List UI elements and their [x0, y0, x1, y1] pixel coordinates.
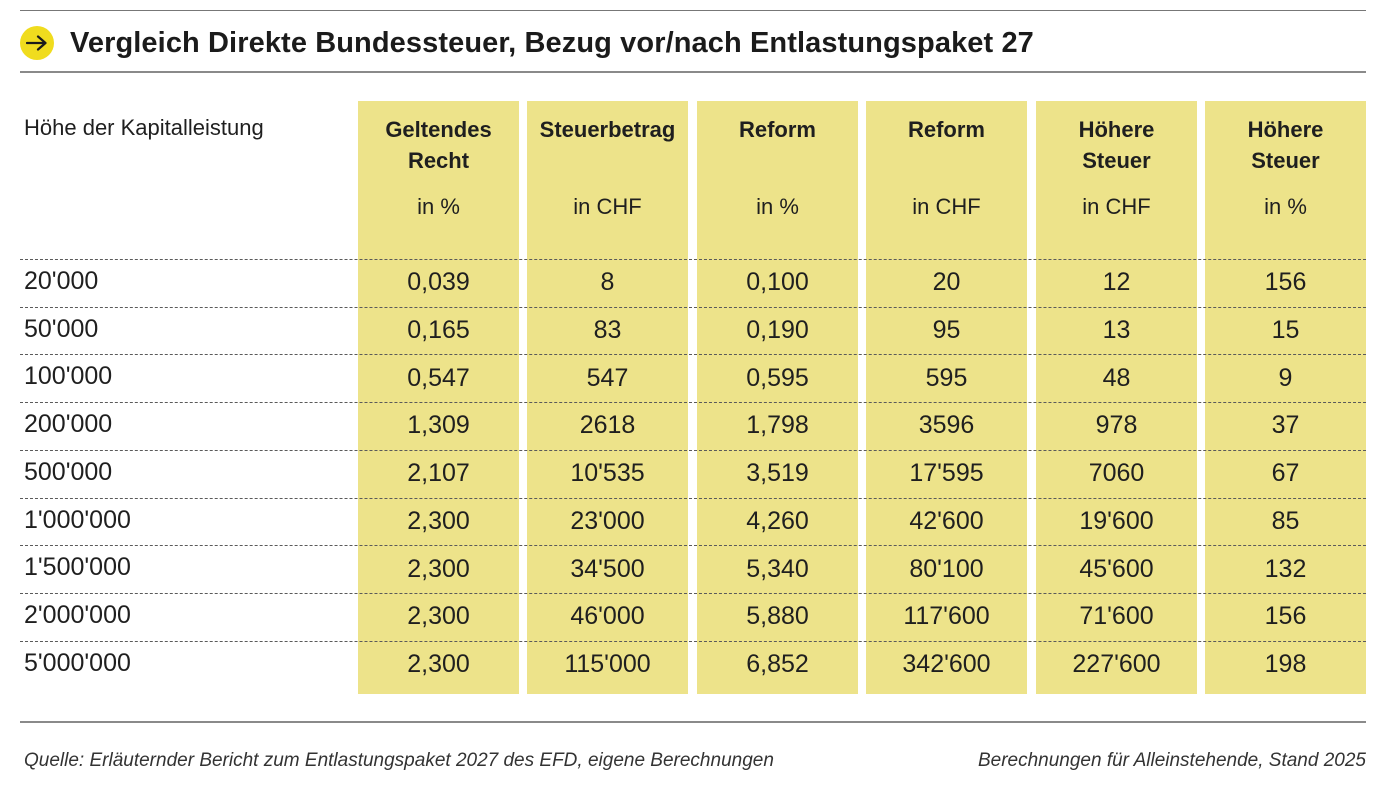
table-cell: 20 — [932, 268, 961, 297]
table-cell: 227'600 — [1072, 649, 1161, 678]
table-cell: 342'600 — [902, 649, 991, 678]
column-background — [358, 101, 519, 694]
table-cell: 23'000 — [570, 506, 645, 535]
row-label: 20'000 — [24, 267, 99, 295]
table-cell: 2,107 — [407, 459, 470, 488]
column-background — [697, 101, 858, 694]
column-background — [866, 101, 1027, 694]
table-cell: 117'600 — [903, 602, 990, 631]
arrow-right-icon — [20, 26, 54, 60]
row-divider — [20, 449, 1366, 451]
table-cell: 13 — [1102, 316, 1131, 345]
row-label: 50'000 — [24, 314, 99, 343]
table-cell: 2,300 — [407, 649, 470, 678]
table-cell: 12 — [1102, 268, 1131, 297]
column-background — [1205, 101, 1366, 694]
column-header: Reform — [907, 117, 985, 142]
row-divider — [20, 497, 1366, 499]
table-cell: 71'600 — [1079, 602, 1154, 631]
table-cell: 95 — [932, 316, 961, 345]
table-cell: 42'600 — [909, 506, 984, 535]
table-cell: 5,880 — [746, 602, 809, 631]
table-cell: 34'500 — [570, 554, 645, 583]
row-label: 2'000'000 — [24, 600, 131, 629]
column-unit: in % — [1264, 194, 1307, 219]
column-unit: in CHF — [1082, 194, 1151, 219]
table-cell: 0,100 — [746, 268, 809, 297]
bottom-rule — [20, 721, 1366, 723]
column-header: Reform — [738, 117, 816, 142]
column-background — [1036, 101, 1197, 694]
table-cell: 0,165 — [407, 316, 470, 345]
table-cell: 0,547 — [407, 363, 470, 392]
column-header: Steuerbetrag — [539, 117, 676, 142]
row-label: 1'000'000 — [24, 505, 131, 534]
row-label: 200'000 — [24, 410, 113, 439]
table-cell: 8 — [600, 268, 615, 297]
table-cell: 46'000 — [570, 602, 645, 631]
table-cell: 10'535 — [570, 459, 645, 488]
table-cell: 83 — [593, 316, 622, 345]
column-header: Höhere Steuer — [1078, 117, 1155, 173]
table-cell: 48 — [1102, 363, 1131, 392]
title-rule — [20, 71, 1366, 73]
column-unit: in CHF — [912, 194, 981, 219]
table-cell: 2618 — [579, 411, 636, 440]
table-cell: 156 — [1264, 268, 1307, 297]
title-bar: Vergleich Direkte Bundessteuer, Bezug vo… — [20, 22, 1034, 64]
column-background — [527, 101, 688, 694]
table-cell: 978 — [1095, 411, 1138, 440]
column-unit: in % — [417, 194, 460, 219]
row-label: 1'500'000 — [24, 553, 131, 582]
table-cell: 156 — [1264, 602, 1307, 631]
top-rule — [20, 10, 1366, 11]
row-header: Höhe der Kapitalleistung — [24, 115, 264, 140]
column-unit: in % — [756, 194, 799, 219]
row-divider — [20, 259, 1366, 260]
table-cell: 45'600 — [1079, 554, 1154, 583]
row-divider — [20, 640, 1366, 642]
table-cell: 115'000 — [564, 649, 651, 678]
column-header: Geltendes Recht — [385, 117, 492, 173]
table-cell: 3596 — [918, 411, 975, 440]
table-cell: 37 — [1271, 411, 1300, 440]
table-cell: 9 — [1278, 363, 1293, 392]
table-cell: 3,519 — [746, 459, 809, 488]
table-cell: 132 — [1264, 554, 1307, 583]
table-cell: 17'595 — [909, 459, 984, 488]
page-title: Vergleich Direkte Bundessteuer, Bezug vo… — [70, 26, 1034, 59]
table-cell: 5,340 — [746, 554, 809, 583]
row-divider — [20, 592, 1366, 594]
table-cell: 4,260 — [746, 506, 809, 535]
table-cell: 2,300 — [407, 506, 470, 535]
table-cell: 0,595 — [746, 363, 809, 392]
table-cell: 19'600 — [1079, 506, 1154, 535]
table-cell: 85 — [1271, 506, 1300, 535]
row-divider — [20, 354, 1366, 356]
row-label: 100'000 — [24, 362, 113, 391]
row-divider — [20, 306, 1366, 308]
row-label: 5'000'000 — [24, 648, 131, 677]
table-cell: 67 — [1271, 459, 1300, 488]
table-cell: 547 — [586, 363, 629, 392]
column-unit: in CHF — [573, 194, 642, 219]
table-cell: 198 — [1264, 649, 1307, 678]
table-cell: 2,300 — [407, 554, 470, 583]
table-cell: 80'100 — [909, 554, 984, 583]
column-header: Höhere Steuer — [1247, 117, 1324, 173]
table-cell: 0,190 — [746, 316, 809, 345]
row-divider — [20, 545, 1366, 547]
source-note: Quelle: Erläuternder Bericht zum Entlast… — [24, 750, 774, 771]
calculation-note: Berechnungen für Alleinstehende, Stand 2… — [977, 750, 1366, 771]
table-cell: 7060 — [1088, 459, 1145, 488]
table-cell: 1,798 — [746, 411, 809, 440]
table-cell: 595 — [925, 363, 968, 392]
table-cell: 15 — [1271, 316, 1300, 345]
table-cell: 0,039 — [407, 268, 470, 297]
table-cell: 6,852 — [746, 649, 809, 678]
table-cell: 1,309 — [407, 411, 470, 440]
row-divider — [20, 402, 1366, 404]
table-cell: 2,300 — [407, 602, 470, 631]
row-label: 500'000 — [24, 457, 113, 486]
